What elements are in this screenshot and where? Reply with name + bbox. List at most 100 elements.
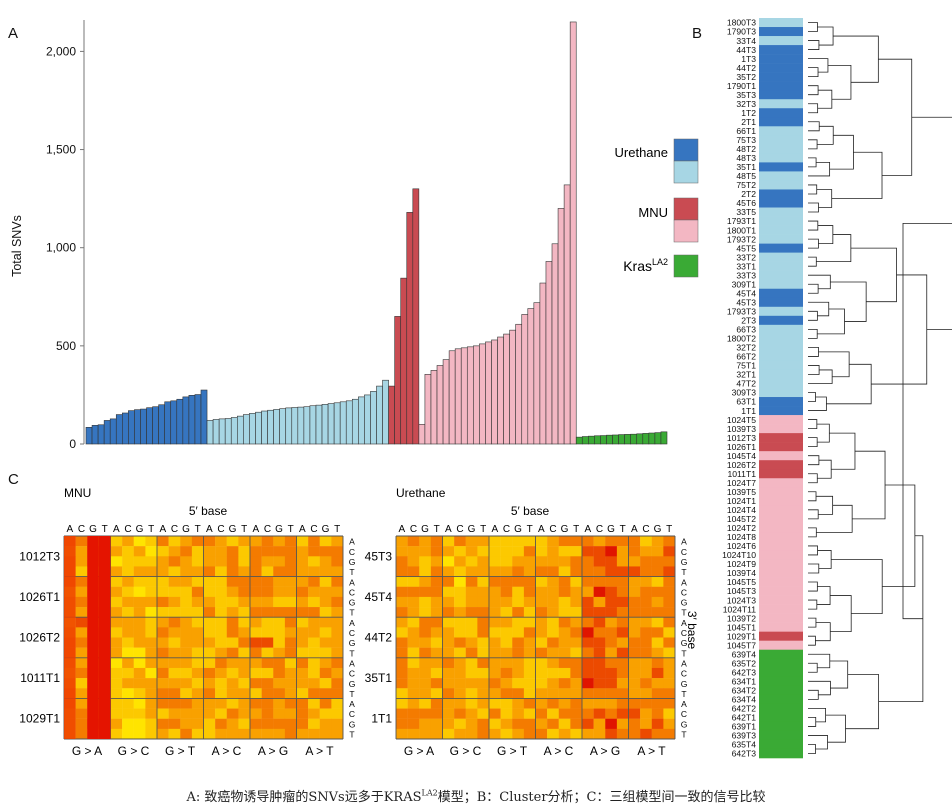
heatmap-mutation-type-label: G > A — [72, 744, 102, 758]
heatmap-cell — [122, 647, 134, 658]
heatmap-cell — [582, 678, 594, 689]
heatmap-cell — [558, 627, 571, 638]
heatmap-cell — [535, 566, 548, 577]
heatmap-5prime-letter: G — [607, 524, 615, 535]
bar-kras-single — [630, 433, 638, 445]
heatmap-cell — [558, 637, 571, 648]
heatmap-cell — [308, 647, 320, 658]
heatmap-cell — [261, 617, 274, 628]
heatmap-5prime-letter: A — [206, 524, 213, 535]
heatmap-cell — [500, 556, 513, 567]
heatmap-cell — [489, 576, 501, 587]
dendrogram-branch — [808, 103, 819, 114]
heatmap-cell — [430, 607, 443, 618]
heatmap-cell — [535, 647, 548, 658]
heatmap-cell — [500, 657, 513, 669]
dendrogram-color-cell — [759, 108, 803, 118]
dendrogram-leaf-label: 47T2 — [736, 379, 756, 389]
heatmap-hot-column — [98, 536, 111, 739]
dendrogram-color-cell — [759, 676, 803, 687]
heatmap-cell — [261, 576, 274, 587]
heatmap-cell — [157, 596, 169, 608]
heatmap-cell — [570, 667, 583, 679]
dendrogram-branch — [808, 121, 820, 132]
dendrogram-color-cell — [759, 487, 803, 497]
heatmap-cell — [535, 617, 548, 628]
heatmap-cell — [250, 708, 262, 719]
heatmap-cell — [547, 607, 559, 618]
heatmap-cell — [250, 678, 262, 689]
heatmap-5prime-letter: C — [549, 524, 556, 535]
heatmap-cell — [250, 728, 262, 740]
heatmap-cell — [628, 667, 641, 679]
heatmap-5prime-letter: C — [642, 524, 649, 535]
heatmap-cell — [226, 576, 239, 587]
heatmap-cell — [319, 607, 332, 618]
dendrogram-color-cell — [759, 739, 803, 750]
heatmap-cell — [651, 647, 664, 658]
heatmap-cell — [489, 637, 501, 648]
heatmap-cell — [430, 678, 443, 689]
heatmap-cell — [430, 708, 443, 719]
heatmap-cell — [168, 708, 181, 719]
heatmap-cell — [396, 678, 408, 689]
heatmap-cell — [215, 617, 227, 628]
dendrogram-leaf-label: 639T4 — [732, 649, 757, 659]
heatmap-mutation-type-label: A > C — [544, 744, 574, 758]
heatmap-cell — [226, 657, 239, 669]
heatmap-cell — [442, 728, 455, 740]
dendrogram-leaf-label: 1045T2 — [727, 514, 756, 524]
heatmap-cell — [640, 728, 652, 740]
heatmap-cell — [203, 596, 216, 608]
heatmap-cell — [261, 586, 274, 598]
heatmap-cell — [203, 647, 216, 658]
heatmap-cell — [396, 586, 408, 598]
heatmap-cell — [308, 667, 320, 679]
heatmap-cell — [191, 667, 204, 679]
heatmap-cell — [145, 566, 158, 577]
dendrogram-branch — [830, 281, 867, 322]
heatmap-cell — [454, 536, 466, 547]
heatmap-cell — [512, 566, 525, 577]
heatmap-cell — [296, 617, 309, 628]
dendrogram-branch — [808, 735, 828, 750]
heatmap-cell — [110, 627, 123, 638]
heatmap-cell — [605, 607, 618, 618]
heatmap-cell — [547, 586, 559, 598]
heatmap-cell — [651, 586, 664, 598]
heatmap-cell — [523, 566, 536, 577]
dendrogram-color-cell — [759, 306, 803, 317]
heatmap-cell — [640, 576, 652, 587]
dendrogram-branch — [829, 660, 849, 689]
dendrogram-branch — [871, 274, 928, 385]
heatmap-cell — [535, 536, 548, 547]
heatmap-cell — [419, 566, 432, 577]
heatmap-cell — [110, 728, 123, 740]
dendrogram-leaf-label: 1024T10 — [722, 550, 756, 560]
dendrogram-leaf-label: 1045T4 — [727, 451, 756, 461]
heatmap-cell — [593, 678, 606, 689]
heatmap-cell — [133, 586, 146, 598]
bar-urethane-light — [218, 418, 226, 445]
heatmap-cell — [454, 678, 466, 689]
heatmap-cell — [296, 637, 309, 648]
legend-kras-name: Kras — [623, 258, 652, 274]
heatmap-cell — [145, 708, 158, 719]
dendrogram-leaf-label: 32T2 — [736, 343, 756, 353]
dendrogram-branch — [815, 622, 831, 642]
heatmap-cell — [523, 546, 536, 557]
heatmap-cell — [465, 728, 478, 740]
heatmap-cell — [238, 556, 251, 567]
heatmap-cell — [261, 647, 274, 658]
heatmap-cell — [273, 708, 286, 719]
heatmap-cell — [535, 678, 548, 689]
heatmap-cell — [419, 607, 432, 618]
dendrogram-leaf-label: 66T3 — [736, 325, 756, 335]
heatmap-title-mnu: MNU — [64, 486, 91, 500]
heatmap-cell — [640, 718, 652, 730]
bar-mnu-light — [424, 374, 432, 445]
heatmap-cell — [512, 536, 525, 547]
heatmap-cell — [628, 708, 641, 719]
heatmap-cell — [319, 536, 332, 547]
heatmap-cell — [477, 667, 490, 679]
